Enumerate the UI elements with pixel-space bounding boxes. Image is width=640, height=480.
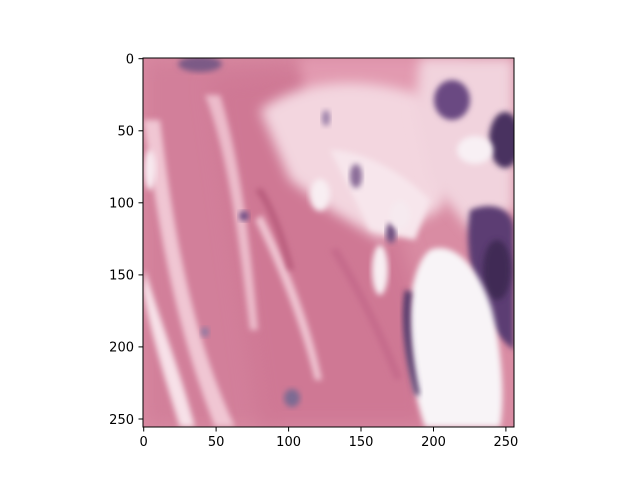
y-tick-label: 200 <box>109 341 134 356</box>
y-axis: 0 50 100 150 200 250 <box>109 53 143 428</box>
x-tick-label: 0 <box>140 435 148 450</box>
y-tick-label: 150 <box>109 269 134 284</box>
axes-frame <box>142 57 515 428</box>
y-tick-label: 250 <box>109 413 134 428</box>
x-tick-label: 250 <box>493 435 518 450</box>
x-tick-label: 200 <box>421 435 446 450</box>
x-axis: 0 50 100 150 200 250 <box>140 427 518 450</box>
y-tick-label: 0 <box>126 53 134 68</box>
x-tick-label: 50 <box>208 435 225 450</box>
y-tick-label: 100 <box>109 197 134 212</box>
y-tick-label: 50 <box>117 125 134 140</box>
x-tick-label: 100 <box>276 435 301 450</box>
x-tick-label: 150 <box>349 435 374 450</box>
tissue-image <box>143 58 514 427</box>
